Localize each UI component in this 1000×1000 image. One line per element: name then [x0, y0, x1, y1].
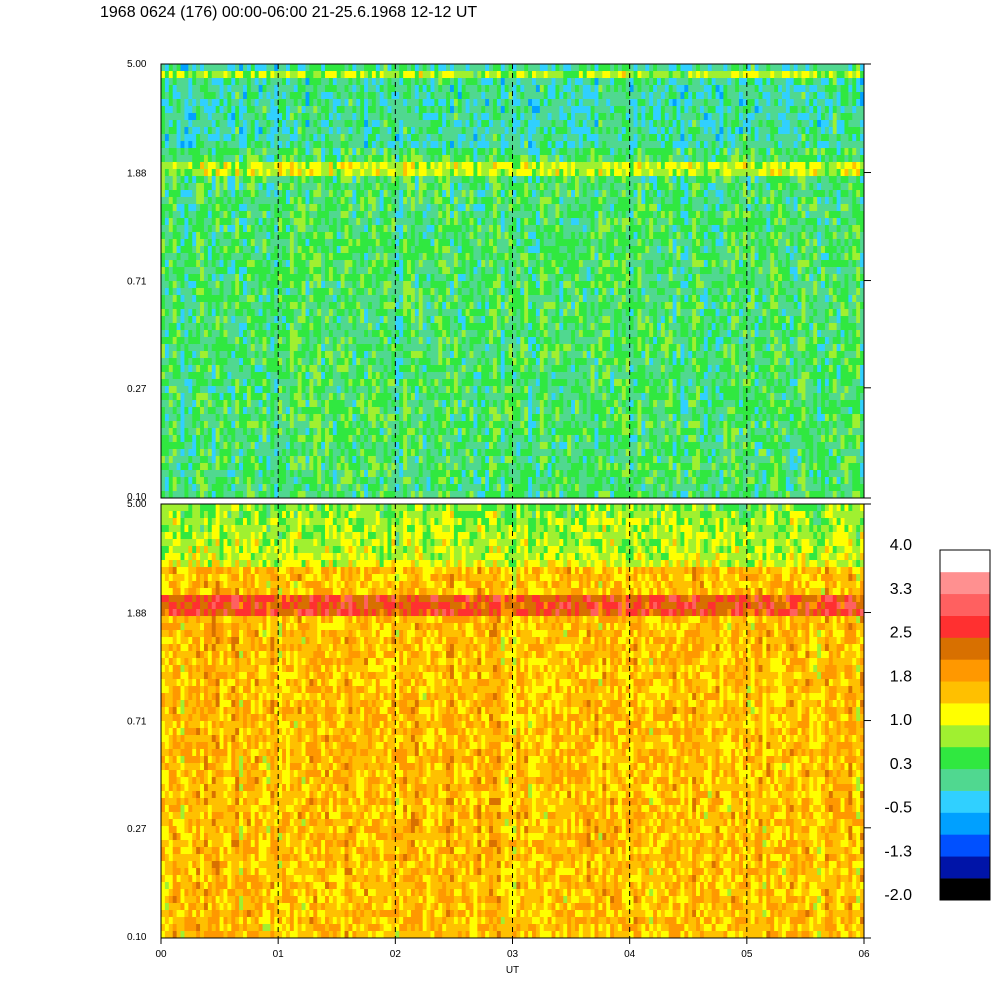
- y-tick-label: 0.27: [127, 384, 147, 395]
- y-tick-label: 5.00: [127, 499, 147, 510]
- x-tick-label: 04: [624, 949, 636, 960]
- colorbar: 4.0 3.3 2.5 1.8 1.0 0.3 -0.5 -1.3 -2.0: [884, 537, 991, 904]
- colorbar-segment: [940, 659, 990, 682]
- colorbar-label: 1.8: [890, 668, 912, 685]
- colorbar-label: -2.0: [884, 887, 912, 904]
- x-tick-label: 02: [390, 949, 402, 960]
- x-tick-label: 05: [741, 949, 753, 960]
- colorbar-segment: [940, 834, 990, 857]
- colorbar-segment: [940, 768, 990, 791]
- x-tick-label: 01: [273, 949, 285, 960]
- y-tick-label: 0.71: [127, 277, 147, 288]
- colorbar-segment: [940, 571, 990, 595]
- y-tick-label: 0.27: [127, 824, 147, 835]
- colorbar-label: 4.0: [890, 537, 912, 554]
- colorbar-label: -0.5: [884, 800, 912, 817]
- x-tick-label: 03: [507, 949, 519, 960]
- colorbar-label: -1.3: [884, 843, 912, 860]
- y-tick-label: 0.71: [127, 717, 147, 728]
- x-axis-label: UT: [506, 965, 519, 976]
- colorbar-label: 1.0: [890, 712, 912, 729]
- colorbar-segment: [940, 615, 990, 638]
- chart-title: 1968 0624 (176) 00:00-06:00 21-25.6.1968…: [100, 4, 477, 22]
- x-tick-label: 06: [858, 949, 870, 960]
- y-tick-label: 0.10: [127, 492, 147, 503]
- colorbar-label: 2.5: [890, 625, 912, 642]
- colorbar-segment: [940, 878, 990, 901]
- colorbar-segment: [940, 746, 990, 770]
- colorbar-segment: [940, 812, 990, 835]
- bottom-spectrogram-panel: 5.00 1.88 0.71 0.27 0.10: [127, 499, 871, 943]
- colorbar-segment: [940, 637, 990, 660]
- spectrogram-cells: [161, 64, 865, 499]
- colorbar-label: 0.3: [890, 756, 912, 773]
- colorbar-segment: [940, 725, 990, 748]
- y-tick-label: 0.10: [127, 932, 147, 943]
- colorbar-frame: [939, 549, 991, 901]
- y-tick-label: 5.00: [127, 59, 147, 70]
- y-tick-label: 1.88: [127, 169, 147, 180]
- colorbar-segment: [940, 856, 990, 879]
- colorbar-segment: [940, 681, 990, 704]
- x-axis: 00 01 02 03 04 05 06 UT: [155, 938, 870, 976]
- colorbar-segment: [940, 790, 990, 813]
- x-tick-label: 00: [155, 949, 167, 960]
- spectrogram-cells: [161, 504, 865, 939]
- colorbar-segment: [940, 703, 990, 726]
- y-tick-label: 1.88: [127, 609, 147, 620]
- colorbar-label: 3.3: [890, 581, 912, 598]
- top-spectrogram-panel: 5.00 1.88 0.71 0.27 0.10: [127, 59, 871, 503]
- colorbar-segment: [940, 593, 990, 616]
- colorbar-segment: [940, 550, 990, 573]
